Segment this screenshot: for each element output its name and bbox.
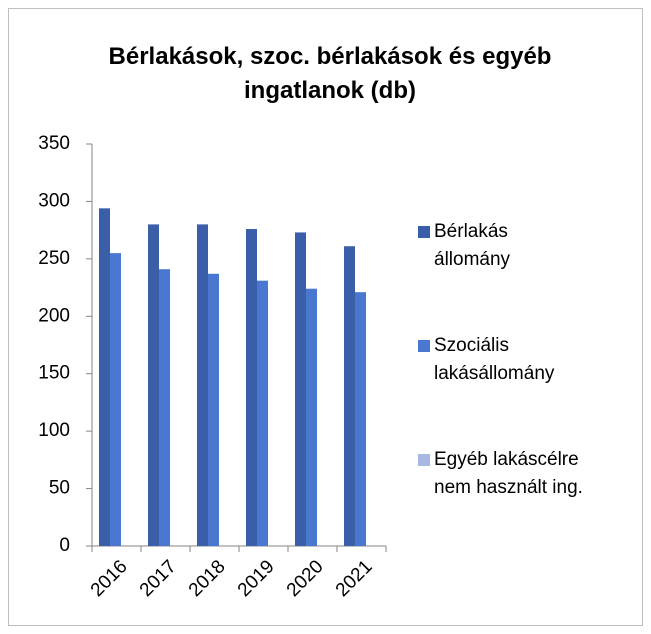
- bar: [295, 232, 306, 546]
- chart-title: Bérlakások, szoc. bérlakások és egyéb in…: [108, 43, 552, 104]
- y-tick-label: 250: [38, 248, 70, 269]
- y-tick-label: 0: [59, 535, 70, 556]
- bar: [257, 280, 268, 546]
- y-tick-label: 150: [38, 363, 70, 384]
- y-tick-label: 350: [38, 133, 70, 154]
- y-tick-label: 300: [38, 190, 70, 211]
- y-tick-label: 50: [49, 478, 70, 499]
- bar: [197, 224, 208, 546]
- x-tick-label: 2018: [185, 556, 230, 601]
- x-tick-label: 2020: [283, 556, 328, 601]
- bar: [110, 253, 121, 546]
- y-tick-label: 100: [38, 420, 70, 441]
- legend-label: Bérlakás állomány: [434, 221, 511, 270]
- x-tick-label: 2021: [332, 556, 377, 601]
- x-tick-label: 2019: [234, 556, 279, 601]
- legend-label: Szociális lakásállomány: [434, 335, 555, 384]
- bar: [208, 273, 219, 546]
- legend-label: Egyéb lakáscélre nem használt ing.: [434, 449, 583, 498]
- bar: [355, 292, 366, 546]
- x-tick-label: 2016: [87, 556, 132, 601]
- legend-swatch: [418, 226, 430, 238]
- bar: [344, 246, 355, 547]
- frame: [8, 8, 643, 626]
- bar: [148, 224, 159, 546]
- x-tick-label: 2017: [136, 556, 181, 601]
- legend-swatch: [418, 454, 430, 466]
- bar: [246, 228, 257, 546]
- y-tick-label: 200: [38, 305, 70, 326]
- bar: [306, 288, 317, 546]
- bar: [99, 208, 110, 546]
- bar: [159, 269, 170, 546]
- legend-swatch: [418, 340, 430, 352]
